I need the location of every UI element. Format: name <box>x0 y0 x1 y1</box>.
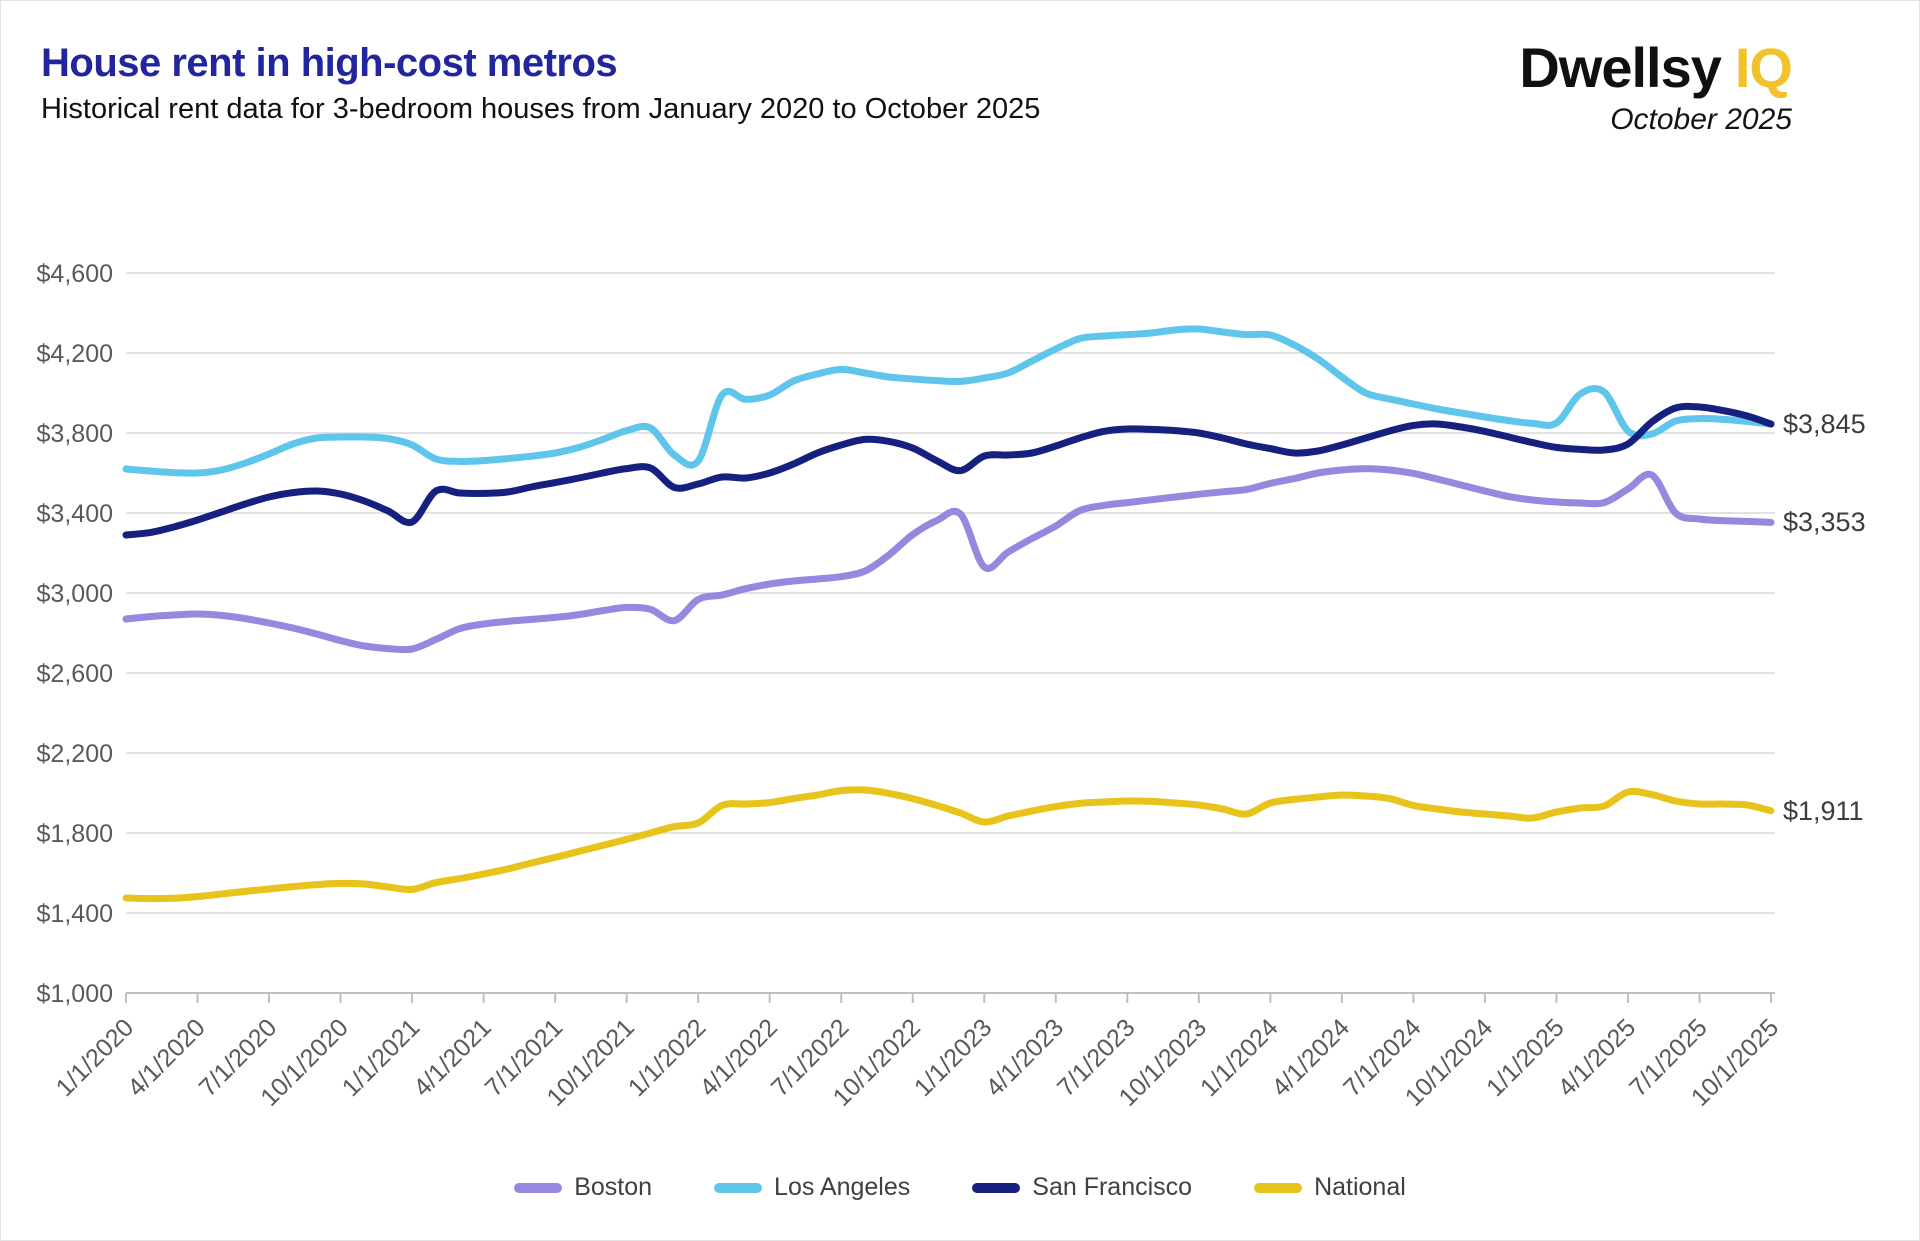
x-axis-label: 4/1/2024 <box>1266 1013 1355 1102</box>
end-value-label: $3,353 <box>1783 507 1866 538</box>
x-axis-label: 1/1/2021 <box>337 1013 426 1102</box>
y-axis-label: $1,000 <box>37 980 113 1008</box>
x-axis-label: 1/1/2020 <box>51 1013 140 1102</box>
legend-item-san-francisco: San Francisco <box>972 1173 1192 1202</box>
chart-legend: Boston Los Angeles San Francisco National <box>1 1173 1919 1202</box>
page-title: House rent in high-cost metros <box>41 41 618 85</box>
y-axis-label: $3,000 <box>37 580 113 608</box>
series-line-national <box>122 786 1775 903</box>
report-date: October 2025 <box>1610 103 1792 136</box>
legend-label: Los Angeles <box>774 1173 911 1201</box>
x-axis-label: 4/1/2020 <box>122 1013 211 1102</box>
x-axis-label: 1/1/2024 <box>1195 1013 1284 1102</box>
legend-item-boston: Boston <box>514 1173 652 1202</box>
x-axis-label: 1/1/2023 <box>909 1013 998 1102</box>
x-axis-label: 1/1/2022 <box>623 1013 712 1102</box>
y-axis-label: $4,200 <box>37 340 113 368</box>
series-line-boston <box>122 465 1775 654</box>
legend-item-los-angeles: Los Angeles <box>714 1173 910 1202</box>
y-axis-label: $1,400 <box>37 900 113 928</box>
brand-logo: Dwellsy IQ <box>1519 35 1793 100</box>
end-value-label: $3,845 <box>1783 409 1866 439</box>
legend-swatch-icon <box>972 1182 1021 1193</box>
x-axis-label: 1/1/2025 <box>1481 1013 1570 1102</box>
legend-swatch-icon <box>714 1182 763 1193</box>
y-axis-label: $2,600 <box>37 660 113 688</box>
x-axis-label: 4/1/2022 <box>694 1013 783 1102</box>
series-line-san-francisco <box>122 402 1775 539</box>
x-axis-label: 4/1/2021 <box>408 1013 497 1102</box>
x-axis-label: 4/1/2023 <box>980 1013 1069 1102</box>
page-subtitle: Historical rent data for 3-bedroom house… <box>41 93 1041 125</box>
brand-suffix: IQ <box>1734 36 1793 99</box>
legend-item-national: National <box>1254 1173 1406 1202</box>
legend-label: National <box>1314 1173 1406 1201</box>
series-line-los-angeles <box>122 325 1775 477</box>
legend-label: San Francisco <box>1032 1173 1193 1201</box>
legend-swatch-icon <box>1254 1182 1303 1193</box>
legend-label: Boston <box>574 1173 653 1201</box>
y-axis-label: $1,800 <box>37 820 113 848</box>
y-axis-label: $3,800 <box>37 420 113 448</box>
y-axis-label: $2,200 <box>37 740 113 768</box>
y-axis-label: $4,600 <box>37 260 113 288</box>
end-value-label: $1,911 <box>1783 795 1864 826</box>
brand-name: Dwellsy <box>1519 36 1722 99</box>
y-axis-label: $3,400 <box>37 500 113 528</box>
legend-swatch-icon <box>514 1182 563 1193</box>
x-axis-label: 4/1/2025 <box>1553 1013 1642 1102</box>
